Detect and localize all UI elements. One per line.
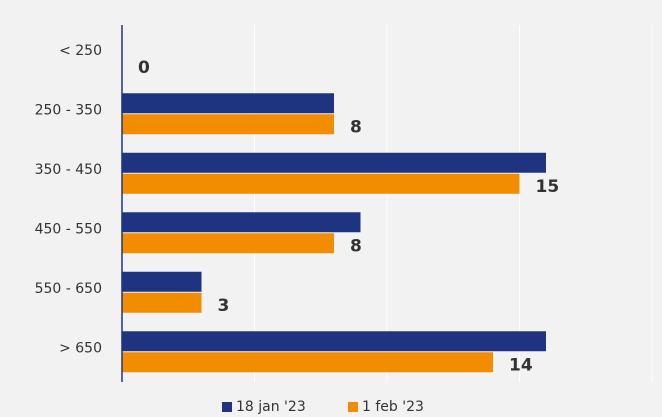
data-label: 0: [138, 58, 150, 78]
y-tick-label: 550 - 650: [35, 281, 102, 297]
y-tick-label: < 250: [59, 43, 102, 59]
data-label: 8: [350, 236, 362, 256]
y-tick-label: > 650: [59, 340, 102, 356]
data-label: 3: [218, 296, 230, 316]
bar: [122, 292, 202, 313]
legend-label: 18 jan '23: [236, 399, 306, 415]
bar: [122, 331, 546, 352]
bar: [122, 271, 202, 292]
legend-label: 1 feb '23: [362, 399, 424, 415]
bar: [122, 152, 546, 173]
y-tick-label: 350 - 450: [35, 162, 102, 178]
bar: [122, 114, 334, 135]
bar: [122, 93, 334, 114]
legend-swatch: [222, 402, 232, 412]
y-tick-label: 450 - 550: [35, 221, 102, 237]
bar: [122, 233, 334, 254]
y-tick-label: 250 - 350: [35, 102, 102, 118]
data-label: 14: [509, 355, 533, 375]
bar: [122, 173, 520, 194]
data-label: 15: [536, 177, 560, 197]
bar: [122, 212, 361, 233]
data-label: 8: [350, 117, 362, 137]
legend-swatch: [348, 402, 358, 412]
bar: [122, 352, 493, 373]
